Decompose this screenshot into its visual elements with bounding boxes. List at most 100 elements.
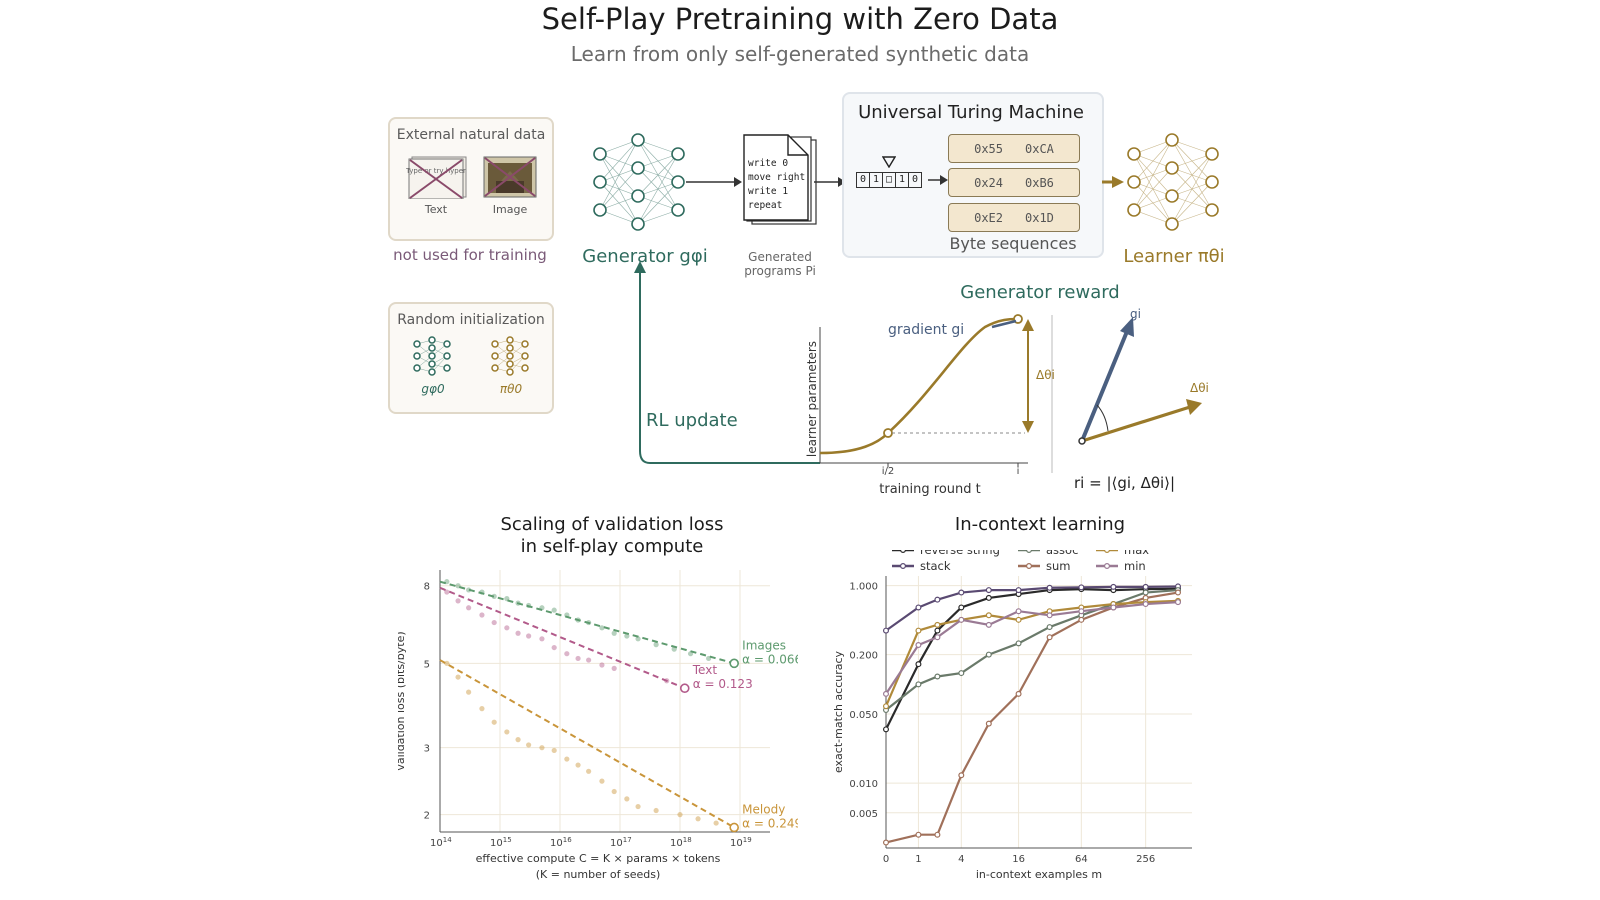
byte-sequence-3: 0xE2 0x1D bbox=[948, 203, 1080, 232]
data-point bbox=[575, 655, 581, 662]
legend-marker bbox=[1026, 563, 1033, 570]
data-point bbox=[1110, 604, 1117, 611]
data-point bbox=[934, 831, 941, 838]
data-point bbox=[695, 816, 701, 822]
legend-label: max bbox=[1124, 550, 1149, 557]
data-point bbox=[915, 604, 922, 611]
data-point bbox=[504, 625, 510, 631]
init-learner-network-icon bbox=[491, 336, 529, 376]
turing-tape: 0 1 □ 1 0 bbox=[856, 172, 922, 188]
learner-parameters-ylabel: learner parameters bbox=[805, 340, 819, 458]
x-tick-label: 1015 bbox=[490, 836, 512, 849]
data-point bbox=[1046, 584, 1053, 591]
fit-endpoint bbox=[729, 822, 739, 833]
arrow-generator-to-programs bbox=[686, 177, 742, 187]
fit-endpoint bbox=[679, 683, 690, 694]
legend-label: stack bbox=[920, 559, 951, 573]
tape-cell: 0 bbox=[911, 174, 919, 185]
icl-chart: 0 1 4 16 64 256 0.005 0.010 0.050 0.200 1.000 in-co… bbox=[832, 550, 1192, 881]
data-point bbox=[882, 690, 889, 697]
icl-chart-title: In-context learning bbox=[954, 514, 1126, 535]
data-point bbox=[1175, 599, 1182, 606]
data-point bbox=[934, 596, 941, 603]
data-point bbox=[713, 820, 719, 826]
y-axis-label: exact-match accuracy bbox=[832, 650, 845, 773]
y-tick-label: 0.050 bbox=[849, 710, 878, 721]
data-point bbox=[515, 737, 521, 743]
data-point bbox=[1142, 583, 1149, 590]
external-data-box: External natural data Type or try hyper … bbox=[388, 117, 554, 241]
utm-title: Universal Turing Machine bbox=[858, 102, 1084, 123]
data-point bbox=[915, 681, 922, 688]
reward-diagram bbox=[634, 261, 1202, 473]
xtick-half: i/2 bbox=[881, 466, 895, 477]
data-point bbox=[586, 768, 592, 774]
series-alpha-label: α = 0.066 bbox=[742, 652, 798, 666]
data-point bbox=[455, 598, 461, 604]
legend-label: sum bbox=[1046, 559, 1070, 573]
data-point bbox=[882, 726, 889, 733]
data-point bbox=[958, 616, 965, 623]
programs-caption-2: programs Pi bbox=[744, 264, 816, 278]
data-point bbox=[1142, 589, 1149, 596]
data-point bbox=[985, 587, 992, 594]
scaling-chart: 1014 1015 1016 1017 1018 1019 2 3 5 8 effective co… bbox=[398, 570, 798, 881]
x-tick-label: 0 bbox=[883, 854, 889, 865]
legend-marker bbox=[899, 563, 906, 570]
program-line-3: write 1 bbox=[748, 186, 789, 197]
series-name-label: Melody bbox=[742, 802, 785, 816]
generator-reward-title: Generator reward bbox=[960, 282, 1120, 303]
data-point bbox=[575, 762, 581, 768]
legend-marker bbox=[1026, 550, 1032, 553]
reward-formula: ri = |⟨gi, Δθi⟩| bbox=[1074, 474, 1176, 492]
x-tick-label: 1018 bbox=[670, 836, 692, 849]
data-point bbox=[1046, 624, 1053, 631]
y-tick-label: 8 bbox=[424, 582, 430, 593]
random-init-title: Random initialization bbox=[397, 312, 545, 328]
data-point bbox=[504, 729, 510, 735]
gradient-label: gradient gi bbox=[888, 322, 965, 338]
data-point bbox=[958, 670, 965, 677]
byte-sequence-1: 0x55 0xCA bbox=[948, 134, 1080, 163]
legend-label: min bbox=[1124, 559, 1146, 573]
data-point bbox=[444, 660, 450, 666]
legend-label: assoc bbox=[1046, 550, 1078, 557]
init-learner-label: πθ0 bbox=[499, 382, 523, 396]
scaling-chart-title-1: Scaling of validation loss bbox=[500, 514, 724, 535]
delta-vector-label: Δθi bbox=[1190, 381, 1209, 395]
y-tick-label: 0.005 bbox=[849, 809, 878, 820]
y-tick-label: 2 bbox=[424, 811, 430, 822]
init-generator-label: gφ0 bbox=[421, 382, 445, 396]
data-point bbox=[1015, 608, 1022, 615]
scaling-chart-title-2: in self-play compute bbox=[520, 536, 704, 557]
data-point bbox=[915, 831, 922, 838]
data-point bbox=[1078, 616, 1085, 623]
data-point bbox=[479, 612, 485, 618]
data-point bbox=[539, 636, 545, 642]
data-point bbox=[1015, 616, 1022, 623]
data-point bbox=[515, 630, 521, 636]
data-point bbox=[934, 627, 941, 634]
page-subtitle: Learn from only self-generated synthetic… bbox=[570, 42, 1030, 66]
y-tick-label: 0.010 bbox=[849, 779, 878, 790]
arrow-utm-to-learner bbox=[1102, 176, 1124, 188]
gradient-vector-label: gi bbox=[1130, 307, 1141, 321]
tape-cell: □ bbox=[883, 173, 896, 187]
learner-network-icon bbox=[1127, 133, 1219, 231]
data-point bbox=[958, 604, 965, 611]
data-point bbox=[934, 621, 941, 628]
data-point bbox=[915, 642, 922, 649]
generator-network-icon bbox=[593, 133, 685, 231]
image-label: Image bbox=[492, 203, 528, 216]
y-tick-label: 0.200 bbox=[849, 651, 878, 662]
data-point bbox=[611, 665, 617, 671]
data-point bbox=[1142, 601, 1149, 608]
data-point bbox=[479, 706, 485, 712]
x-tick-label: 1014 bbox=[430, 836, 452, 849]
init-generator-network-icon bbox=[413, 336, 451, 376]
fit-endpoint bbox=[729, 658, 739, 669]
y-axis-label: validation loss (bits/byte) bbox=[398, 631, 407, 770]
series-name-label: Text bbox=[692, 663, 718, 677]
x-tick-label: 1019 bbox=[730, 836, 752, 849]
data-point bbox=[455, 674, 461, 680]
